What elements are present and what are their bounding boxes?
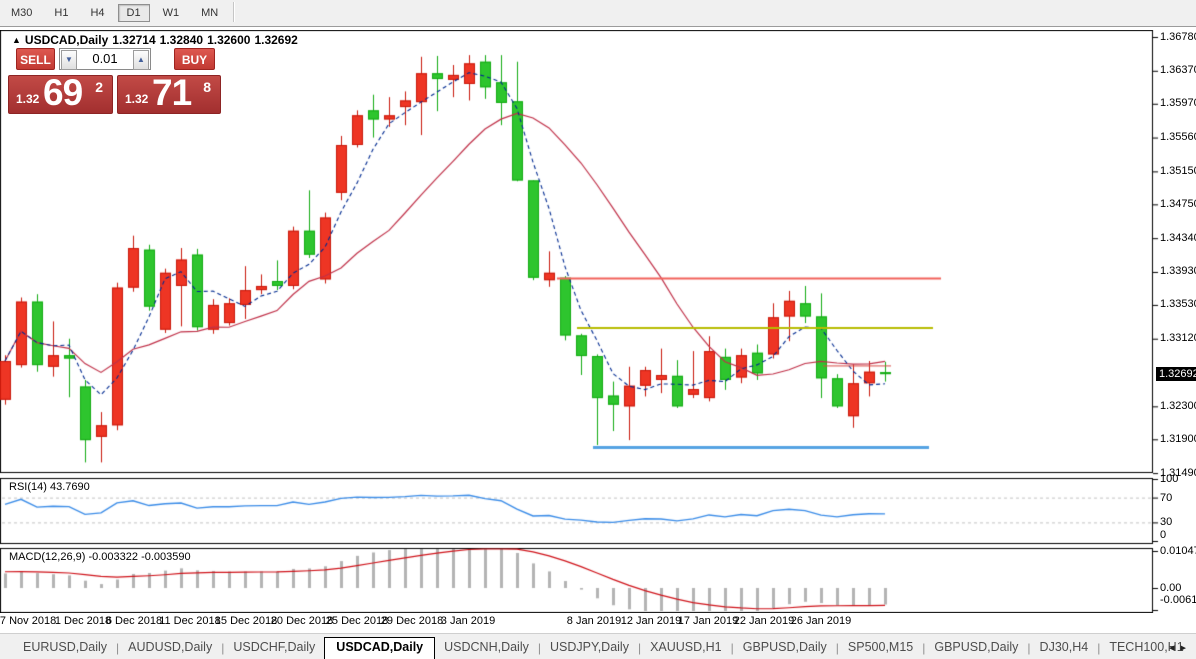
price-tick-label: 1.35150: [1160, 164, 1196, 177]
date-tick-label: 26 Jan 2019: [790, 615, 852, 627]
tab-separator: |: [637, 641, 642, 655]
toolbar-separator: [233, 1, 236, 22]
price-tick-label: 1.34340: [1160, 231, 1196, 244]
chart-canvas[interactable]: [0, 30, 1160, 613]
date-tick-label: 15 Dec 2018: [214, 615, 278, 627]
date-tick-label: 22 Jan 2019: [733, 615, 795, 627]
one-click-trade-panel: SELL ▼ 0.01 ▲ BUY 1.32 69 2 1.32 71 8: [8, 48, 224, 114]
tab-separator: |: [1027, 641, 1031, 655]
macd-label: MACD(12,26,9) -0.003322 -0.003590: [9, 551, 191, 563]
date-tick-label: 8 Jan 2019: [566, 615, 622, 627]
tab-scroll-left-icon[interactable]: ◂: [1168, 642, 1181, 654]
tab-separator: |: [221, 641, 225, 655]
date-tick-label: 25 Dec 2018: [325, 615, 389, 627]
tab-usdjpy-daily[interactable]: USDJPY,Daily: [549, 640, 629, 654]
tab-usdcnh-daily[interactable]: USDCNH,Daily: [444, 640, 529, 654]
timeframe-button-mn[interactable]: MN: [201, 7, 219, 19]
chart-tab-bar: EURUSD,Daily | AUDUSD,Daily | USDCHF,Daily US…: [0, 637, 1196, 659]
buy-button[interactable]: BUY: [174, 48, 215, 70]
price-tick-label: 1.33120: [1160, 332, 1196, 345]
price-tick-label: 1.31900: [1160, 432, 1196, 445]
ohlc-readout: ▲ USDCAD,Daily 1.32714 1.32840 1.32600 1.3269…: [12, 33, 302, 47]
buy-price-pip: 8: [203, 79, 211, 95]
date-tick-label: 6 Dec 2018: [105, 615, 163, 627]
buy-price-big: 71: [152, 72, 192, 113]
price-tick-label: 1.35560: [1160, 131, 1196, 144]
date-tick-label: 3 Jan 2019: [440, 615, 496, 627]
tab-separator: |: [835, 641, 839, 655]
sell-price-prefix: 1.32: [16, 92, 40, 106]
rsi-level-label: 100: [1160, 473, 1179, 485]
collapse-panel-icon[interactable]: ▲: [12, 35, 21, 45]
tab-scroll-right-icon[interactable]: ▸: [1180, 642, 1192, 654]
sell-price-big: 69: [43, 72, 83, 113]
rsi-level-label: 70: [1160, 491, 1173, 504]
sell-price-pip: 2: [95, 79, 103, 95]
high-value: 1.32840: [159, 33, 204, 47]
buy-price-prefix: 1.32: [125, 92, 149, 106]
tab-xauusd-h1[interactable]: XAUUSD,H1: [650, 640, 722, 654]
current-price-badge: 1.32692: [1156, 367, 1196, 382]
tab-gbpusd-daily[interactable]: GBPUSD,Daily: [742, 640, 827, 654]
timeframe-toolbar: M30 H1 H4 D1 W1 MN: [0, 0, 1196, 27]
tab-audusd-daily[interactable]: AUDUSD,Daily: [128, 640, 213, 654]
rsi-label: RSI(14) 43.7690: [9, 481, 90, 493]
volume-decrease-icon[interactable]: ▼: [61, 50, 77, 70]
date-tick-label: 27 Nov 2018: [0, 615, 57, 627]
price-tick-label: 1.31490: [1160, 466, 1196, 479]
tab-separator: |: [922, 641, 926, 655]
sell-quote-box[interactable]: 1.32 69 2: [8, 72, 113, 114]
price-tick-label: 1.36370: [1160, 64, 1196, 77]
macd-level-label: 0.010471: [1160, 545, 1196, 557]
date-tick-label: 20 Dec 2018: [270, 615, 334, 627]
price-tick-label: 1.33930: [1160, 265, 1196, 278]
symbol-period-label: USDCAD,Daily: [24, 33, 109, 47]
timeframe-button-m30[interactable]: M30: [11, 7, 33, 19]
open-value: 1.32714: [112, 33, 156, 47]
rsi-level-label: 0: [1160, 529, 1167, 541]
volume-input[interactable]: 0.01: [92, 51, 118, 66]
tab-separator: |: [537, 641, 541, 655]
tab-separator: |: [1097, 641, 1101, 655]
volume-increase-icon[interactable]: ▲: [133, 50, 149, 70]
sell-button[interactable]: SELL: [16, 48, 55, 70]
timeframe-button-d1[interactable]: D1: [117, 4, 150, 22]
tab-usdcad-daily[interactable]: USDCAD,Daily: [324, 637, 436, 659]
tab-gbpusd-daily[interactable]: GBPUSD,Daily: [934, 640, 1019, 654]
tabbar-divider: [0, 633, 1196, 638]
tab-usdchf-daily[interactable]: USDCHF,Daily: [233, 640, 316, 654]
macd-level-label: 0.00: [1160, 582, 1182, 594]
price-tick-label: 1.36780: [1160, 30, 1196, 43]
tab-eurusd-daily[interactable]: EURUSD,Daily: [23, 640, 108, 654]
tab-dj30-h4[interactable]: DJ30,H4: [1039, 640, 1089, 654]
timeframe-button-h1[interactable]: H1: [54, 7, 69, 19]
price-tick-label: 1.33530: [1160, 298, 1196, 311]
date-tick-label: 29 Dec 2018: [380, 615, 444, 627]
date-tick-label: 12 Jan 2019: [620, 615, 682, 627]
timeframe-button-h4[interactable]: H4: [90, 7, 105, 19]
date-tick-label: 11 Dec 2018: [159, 615, 221, 627]
close-value: 1.32692: [254, 33, 298, 47]
date-tick-label: 17 Jan 2019: [677, 615, 739, 627]
low-value: 1.32600: [207, 33, 251, 47]
rsi-level-label: 30: [1160, 516, 1173, 529]
price-tick-label: 1.34750: [1160, 197, 1196, 210]
buy-quote-box[interactable]: 1.32 71 8: [117, 72, 221, 114]
price-tick-label: 1.35970: [1160, 97, 1196, 110]
tab-separator: |: [730, 641, 734, 655]
volume-stepper: ▼ 0.01 ▲: [59, 48, 151, 70]
tab-scroll-arrows: ◂▸: [1169, 641, 1192, 654]
tab-separator: |: [116, 641, 120, 655]
price-tick-label: 1.32300: [1160, 399, 1196, 412]
date-tick-label: 1 Dec 2018: [54, 615, 112, 627]
tab-tech100-h1[interactable]: TECH100,H1: [1109, 640, 1184, 654]
tab-sp500-m15[interactable]: SP500,M15: [847, 640, 914, 654]
timeframe-button-w1[interactable]: W1: [162, 7, 180, 19]
macd-level-label: -0.006164: [1160, 594, 1196, 606]
